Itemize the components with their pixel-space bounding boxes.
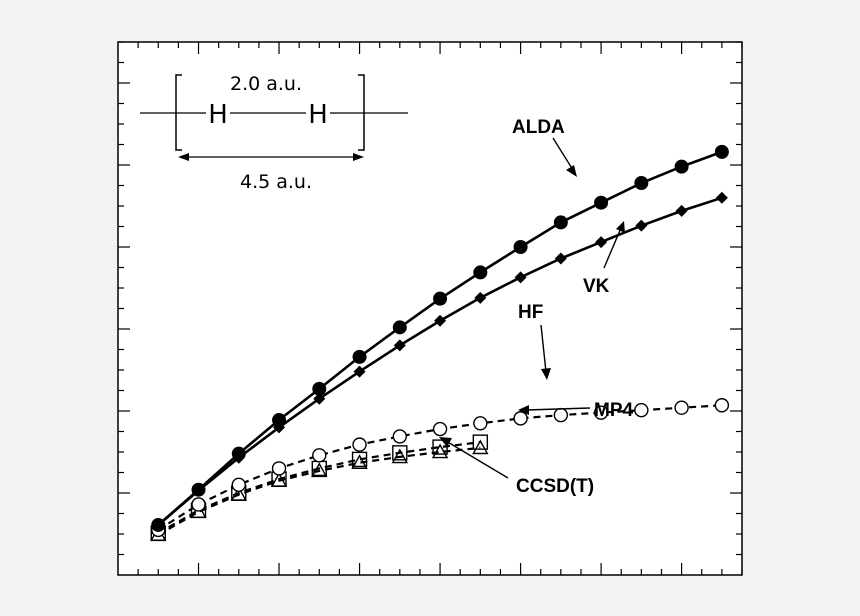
arrow-vk <box>603 227 622 269</box>
label-hf: HF <box>518 302 543 323</box>
right-bracket <box>358 74 365 151</box>
data-point <box>674 400 689 415</box>
data-point <box>472 434 489 450</box>
data-point <box>634 176 649 191</box>
arrow-hf <box>540 324 547 373</box>
data-point <box>351 454 368 469</box>
series-line-mp4 <box>157 441 481 535</box>
data-point <box>514 271 527 284</box>
label-alda: ALDA <box>512 117 565 138</box>
data-point <box>151 517 166 532</box>
arrow-hf-head <box>541 368 551 380</box>
data-point <box>431 443 449 459</box>
data-point <box>434 314 447 327</box>
data-point <box>312 381 327 396</box>
data-point <box>272 413 287 428</box>
data-point <box>472 439 489 455</box>
data-point <box>231 477 246 492</box>
data-point <box>553 215 568 230</box>
data-point <box>392 320 407 335</box>
arrow-mp4 <box>525 407 591 411</box>
data-point <box>392 429 408 444</box>
data-point <box>553 407 569 423</box>
data-point <box>714 398 730 413</box>
data-point <box>313 392 326 405</box>
data-point <box>392 445 408 461</box>
arrow-alda-head <box>566 165 577 177</box>
data-point <box>474 291 487 304</box>
series-alda <box>151 144 729 532</box>
data-point <box>432 439 448 455</box>
data-point <box>513 240 528 254</box>
data-point <box>432 421 448 437</box>
molecule-inset: H H 2.0 a.u. 4.5 a.u. <box>140 73 408 193</box>
arrow-alda <box>552 137 574 171</box>
data-point <box>191 497 206 512</box>
data-point <box>593 405 609 420</box>
data-point <box>191 482 206 497</box>
arrow-mp4-head <box>518 405 529 415</box>
data-point <box>433 291 448 306</box>
data-point <box>675 204 688 217</box>
data-point <box>674 159 689 174</box>
plot-area <box>117 41 743 576</box>
data-point <box>231 446 246 461</box>
data-point <box>594 195 609 210</box>
data-point <box>473 416 488 431</box>
span-arrow-left-head <box>178 153 189 161</box>
data-point <box>513 411 528 426</box>
bond-length-label: 2.0 a.u. <box>230 73 302 95</box>
data-point <box>715 191 728 204</box>
data-point <box>271 461 287 476</box>
data-point <box>391 448 408 464</box>
arrow-ccsdt <box>445 440 509 479</box>
data-point <box>353 365 366 378</box>
data-point <box>595 236 608 249</box>
data-point <box>634 402 649 418</box>
atom-right-bg <box>306 98 330 128</box>
span-arrow-right-head <box>353 153 364 161</box>
data-point <box>352 349 367 364</box>
data-point <box>351 451 368 468</box>
data-point <box>312 448 327 463</box>
label-vk: VK <box>583 276 610 297</box>
data-point <box>554 252 567 265</box>
label-mp4: MP4 <box>594 400 634 421</box>
data-point <box>473 265 488 280</box>
span-length-label: 4.5 a.u. <box>240 171 312 193</box>
atom-left-label: H <box>208 100 228 130</box>
axis-ticks <box>118 41 743 575</box>
data-point <box>393 339 406 352</box>
data-point <box>714 144 729 159</box>
atom-left-bg <box>206 98 230 128</box>
annotation-arrows <box>439 137 625 479</box>
data-point <box>635 219 648 232</box>
data-point <box>352 437 367 452</box>
left-bracket <box>175 74 182 151</box>
series-layer <box>150 144 730 542</box>
label-ccsdt: CCSD(T) <box>516 476 594 497</box>
arrow-ccsdt-head <box>439 437 452 447</box>
arrow-vk-head <box>616 221 625 233</box>
series-line-ccsdt <box>157 446 481 536</box>
atom-right-label: H <box>308 100 328 130</box>
